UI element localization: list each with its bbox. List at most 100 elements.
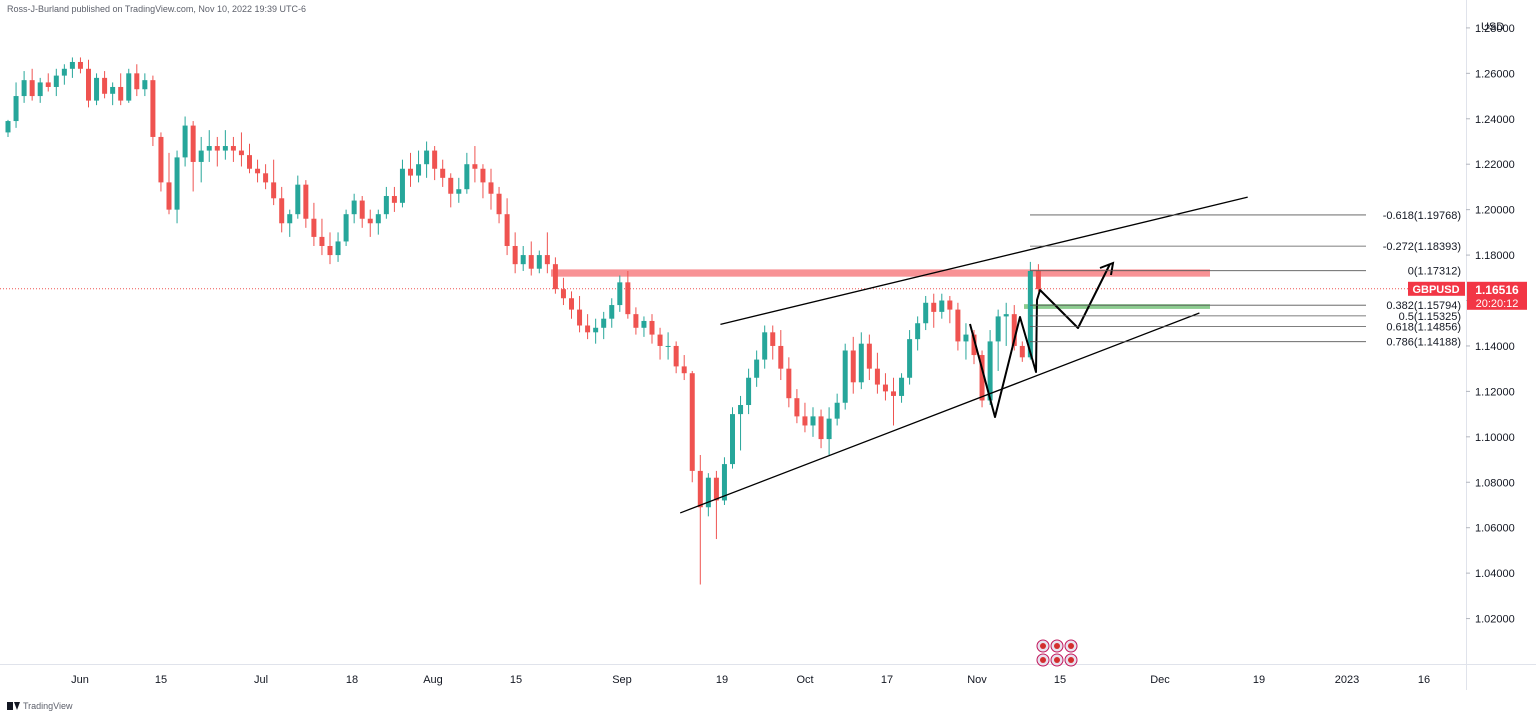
candle-body (1019, 345, 1025, 358)
candle-body (536, 255, 542, 269)
price-tick-label: 1.04000 (1475, 568, 1515, 580)
fib-level-label: 0.786(1.14188) (1386, 337, 1461, 349)
candle-body (464, 164, 470, 190)
price-tick-label: 1.10000 (1475, 432, 1515, 444)
candle-body (456, 189, 462, 194)
candle-body (61, 68, 67, 76)
time-tick-label: Nov (967, 674, 987, 686)
candle-body (762, 332, 768, 360)
candle-body (327, 245, 333, 256)
price-tick-label: 1.26000 (1475, 68, 1515, 80)
candle-body (1027, 270, 1033, 358)
candle-body (947, 300, 953, 310)
candle-body (375, 214, 381, 224)
event-flag-dot (1068, 643, 1074, 649)
last-price-value: 1.16516 (1475, 283, 1519, 297)
candle-body (786, 368, 792, 399)
candle-body (746, 377, 752, 406)
candle-body (53, 75, 59, 87)
candle-body (625, 282, 631, 315)
candle-body (818, 416, 824, 440)
candle-body (158, 136, 164, 183)
candle-body (915, 323, 921, 340)
candle-body (77, 61, 83, 69)
candle-body (971, 334, 977, 356)
candle-body (335, 241, 341, 256)
last-price-tag (1467, 281, 1527, 310)
candle-body (263, 173, 269, 183)
candle-body (45, 82, 51, 87)
candle-body (544, 255, 550, 265)
event-flag-dot (1054, 643, 1060, 649)
candle-body (287, 214, 293, 224)
candle-body (633, 314, 639, 328)
candle-body (713, 477, 719, 501)
candle-body (118, 86, 124, 101)
time-tick-label: Oct (796, 674, 813, 686)
candle-body (939, 300, 945, 312)
candle-body (198, 150, 204, 162)
candle-body (641, 320, 647, 328)
candle-body (271, 182, 277, 199)
candle-body (110, 86, 116, 94)
candle-body (995, 316, 1001, 342)
candle-body (5, 121, 11, 133)
candle-body (882, 384, 888, 392)
candle-body (778, 345, 784, 369)
time-tick-label: 15 (1054, 674, 1066, 686)
candle-body (979, 355, 985, 401)
candle-body (794, 398, 800, 417)
fibonacci-retracement: -0.618(1.19768) -0.272(1.18393) 0(1.17312)… (1030, 210, 1461, 349)
candle-body (802, 416, 808, 426)
upper-trendline (720, 196, 1248, 326)
time-tick-label: 16 (1418, 674, 1430, 686)
candle-body (552, 264, 558, 290)
fib-level-label: 0.618(1.14856) (1386, 322, 1461, 334)
fib-level-label: 0.5(1.15325) (1399, 311, 1461, 323)
candle-body (858, 343, 864, 383)
event-flag-dot (1040, 643, 1046, 649)
candle-body (834, 402, 840, 419)
candle-body (150, 80, 156, 137)
candle-body (770, 332, 776, 346)
lower-trendline (679, 312, 1200, 514)
candle-body (673, 345, 679, 367)
candle-body (13, 96, 19, 122)
candle-body (899, 377, 905, 396)
time-tick-label: 19 (1253, 674, 1265, 686)
candle-body (657, 334, 663, 346)
candle-body (142, 80, 148, 90)
time-tick-label: 2023 (1335, 674, 1359, 686)
candle-body (891, 391, 896, 396)
price-tick-label: 1.06000 (1475, 523, 1515, 535)
countdown-timer: 20:20:12 (1476, 298, 1519, 310)
candle-body (174, 157, 180, 210)
candle-body (222, 146, 228, 151)
time-tick-label: Jul (254, 674, 268, 686)
candle-body (206, 146, 212, 151)
symbol-label: GBPUSD (1412, 284, 1459, 296)
time-tick-label: 17 (881, 674, 893, 686)
footer: TradingView (7, 701, 73, 711)
attribution-text: Ross-J-Burland published on TradingView.… (7, 4, 306, 14)
candle-body (29, 80, 35, 97)
time-tick-label: 18 (346, 674, 358, 686)
candle-body (440, 168, 446, 178)
resistance-zone (551, 269, 1210, 277)
time-tick-label: Dec (1150, 674, 1170, 686)
event-flag-dot (1068, 657, 1074, 663)
candle-body (721, 464, 727, 501)
candle-body (94, 77, 100, 101)
candle-body (987, 341, 993, 401)
candle-body (560, 289, 566, 299)
candle-body (842, 350, 848, 403)
candle-body (931, 302, 937, 312)
candle-body (738, 405, 744, 415)
candle-body (609, 305, 615, 319)
candle-body (432, 150, 438, 169)
candle-body (569, 298, 574, 310)
price-tick-label: 1.22000 (1475, 159, 1515, 171)
fib-level-label: 0.382(1.15794) (1386, 300, 1461, 312)
price-tick-label: 1.18000 (1475, 250, 1515, 262)
